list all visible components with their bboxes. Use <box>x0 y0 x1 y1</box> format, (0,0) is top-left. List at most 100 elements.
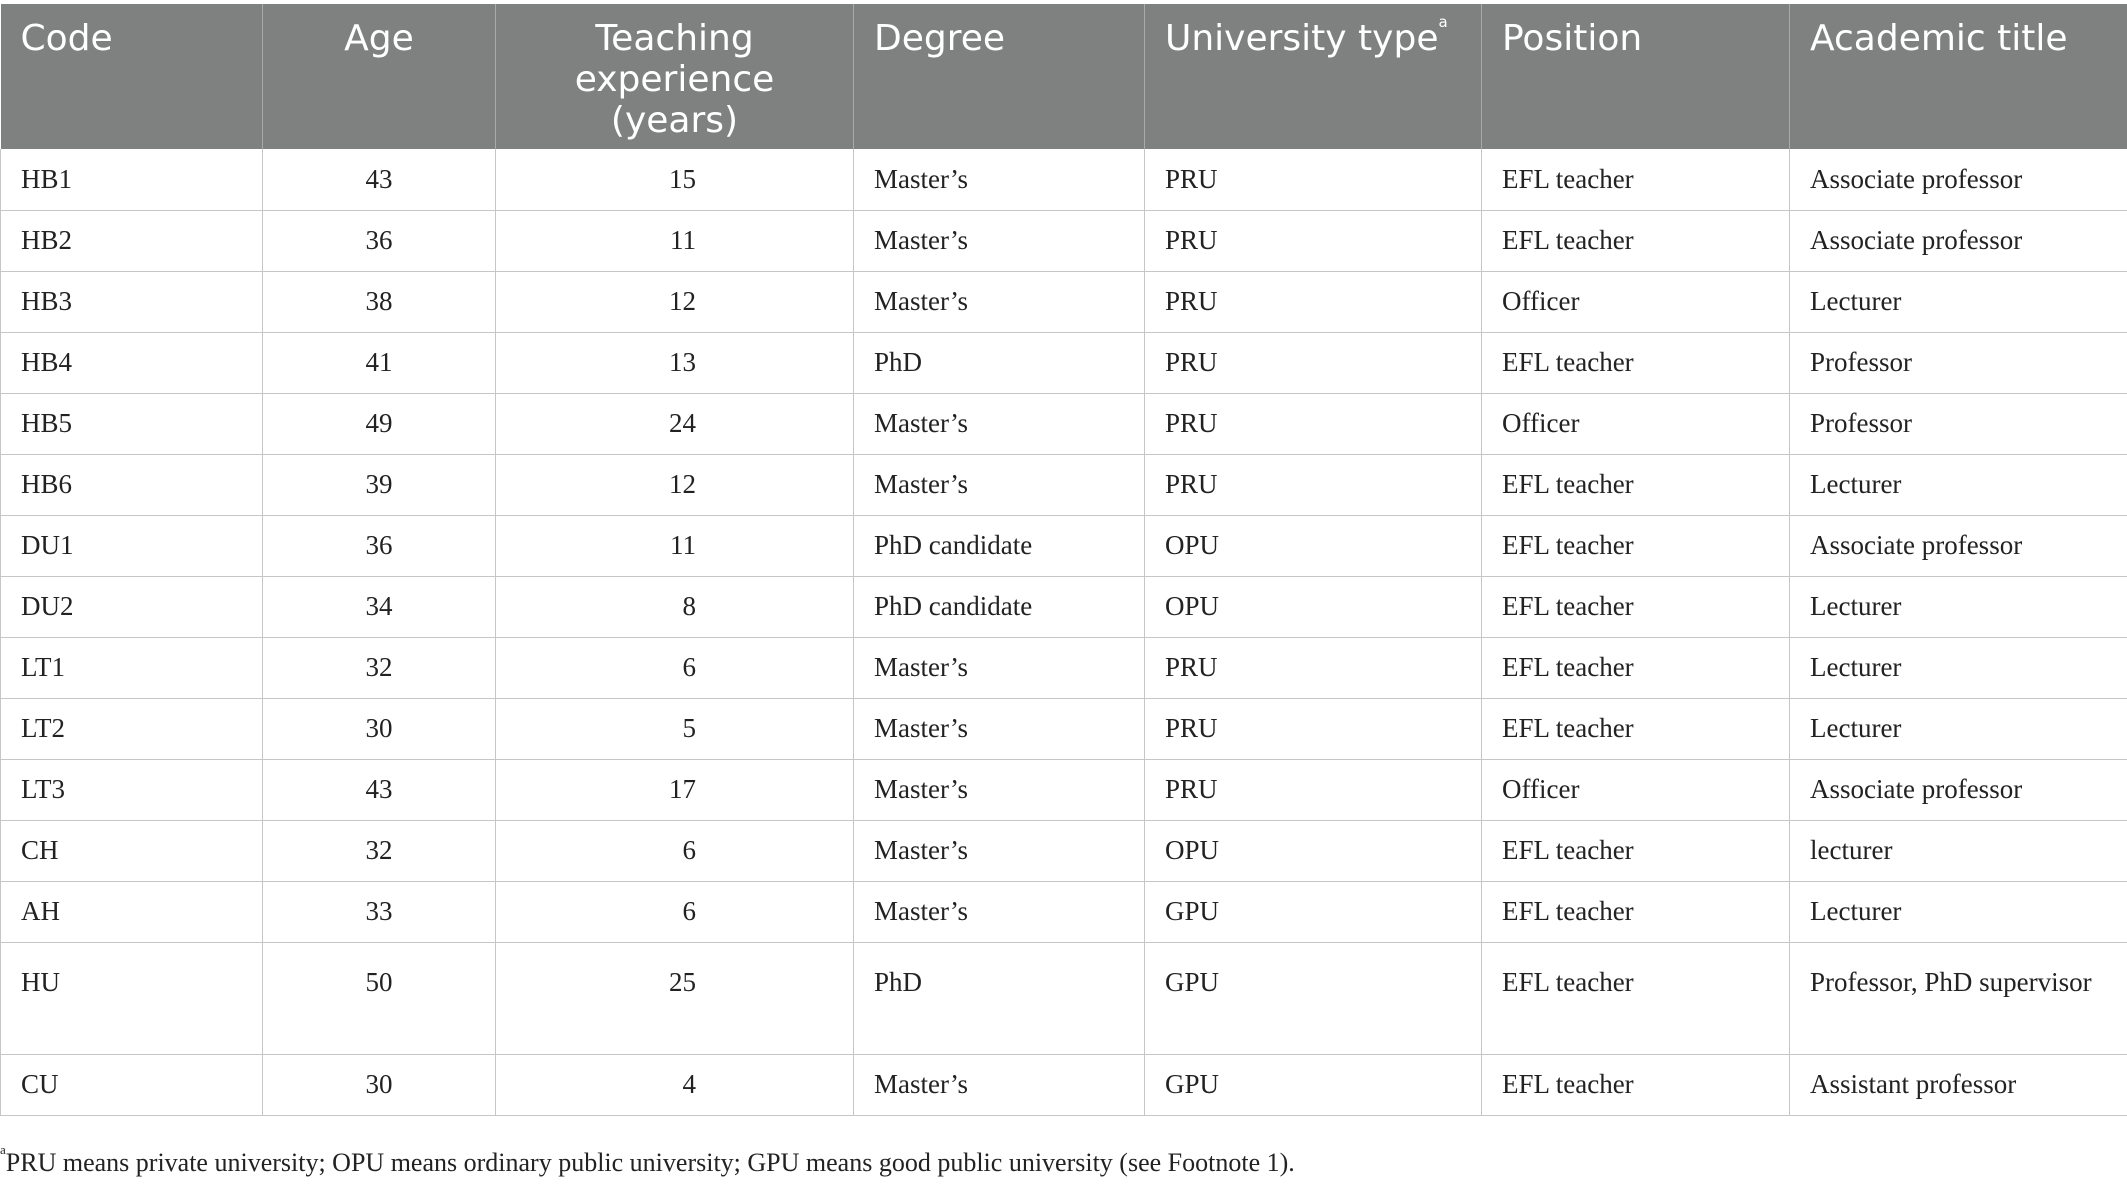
cell-teaching-experience: 6 <box>495 880 854 943</box>
cell-teaching-experience: 11 <box>495 514 854 577</box>
cell-university-type: PRU <box>1144 453 1482 516</box>
cell-university-type: OPU <box>1144 819 1482 882</box>
cell-teaching-experience: 12 <box>495 270 854 333</box>
cell-age: 30 <box>262 1053 496 1116</box>
cell-degree: PhD candidate <box>853 514 1145 577</box>
cell-age: 33 <box>262 880 496 943</box>
cell-position: EFL teacher <box>1481 149 1790 211</box>
header-degree: Degree <box>853 4 1145 149</box>
cell-teaching-experience: 13 <box>495 331 854 394</box>
cell-code: HB5 <box>0 392 263 455</box>
table-row: LT1 32 6 Master’s PRU EFL teacher Lecturer <box>0 636 2127 699</box>
table-body: HB1 43 15 Master’s PRU EFL teacher Associate p… <box>0 149 2127 1116</box>
cell-position: EFL teacher <box>1481 331 1790 394</box>
cell-code: HB1 <box>0 149 263 211</box>
cell-code: CH <box>0 819 263 882</box>
cell-degree: Master’s <box>853 880 1145 943</box>
cell-academic-title: Lecturer <box>1789 636 2127 699</box>
cell-academic-title: Associate professor <box>1789 209 2127 272</box>
cell-university-type: PRU <box>1144 697 1482 760</box>
cell-age: 43 <box>262 149 496 211</box>
cell-academic-title: Lecturer <box>1789 697 2127 760</box>
footnote-marker: a <box>1438 13 1448 31</box>
cell-degree: Master’s <box>853 270 1145 333</box>
cell-academic-title: Professor, PhD supervisor <box>1789 941 2127 1055</box>
cell-position: EFL teacher <box>1481 880 1790 943</box>
cell-code: HU <box>0 941 263 1055</box>
cell-position: EFL teacher <box>1481 819 1790 882</box>
cell-academic-title: Lecturer <box>1789 575 2127 638</box>
footnote-marker: a <box>0 1142 6 1157</box>
header-university-type: University typea <box>1144 4 1482 149</box>
cell-university-type: PRU <box>1144 331 1482 394</box>
cell-teaching-experience: 8 <box>495 575 854 638</box>
cell-degree: PhD <box>853 331 1145 394</box>
header-teaching-experience: Teaching experience (years) <box>495 4 854 149</box>
footnote-text: PRU means private university; OPU means … <box>5 1148 1295 1177</box>
table-footnote: aPRU means private university; OPU means… <box>0 1143 1295 1178</box>
cell-age: 49 <box>262 392 496 455</box>
cell-university-type: PRU <box>1144 270 1482 333</box>
cell-code: HB6 <box>0 453 263 516</box>
cell-age: 43 <box>262 758 496 821</box>
cell-position: Officer <box>1481 758 1790 821</box>
table-row: HB3 38 12 Master’s PRU Officer Lecturer <box>0 270 2127 333</box>
cell-teaching-experience: 5 <box>495 697 854 760</box>
cell-university-type: PRU <box>1144 392 1482 455</box>
cell-university-type: GPU <box>1144 880 1482 943</box>
cell-university-type: PRU <box>1144 758 1482 821</box>
table-row: HB4 41 13 PhD PRU EFL teacher Professor <box>0 331 2127 394</box>
table-row: CH 32 6 Master’s OPU EFL teacher lecturer <box>0 819 2127 882</box>
cell-code: LT1 <box>0 636 263 699</box>
cell-position: EFL teacher <box>1481 697 1790 760</box>
cell-university-type: PRU <box>1144 636 1482 699</box>
cell-degree: Master’s <box>853 392 1145 455</box>
cell-teaching-experience: 4 <box>495 1053 854 1116</box>
cell-position: Officer <box>1481 270 1790 333</box>
cell-degree: Master’s <box>853 149 1145 211</box>
cell-code: LT3 <box>0 758 263 821</box>
cell-university-type: PRU <box>1144 209 1482 272</box>
cell-code: AH <box>0 880 263 943</box>
table-row: CU 30 4 Master’s GPU EFL teacher Assistant pro… <box>0 1053 2127 1116</box>
cell-degree: Master’s <box>853 819 1145 882</box>
cell-university-type: OPU <box>1144 514 1482 577</box>
cell-age: 36 <box>262 514 496 577</box>
table-row: HU 50 25 PhD GPU EFL teacher Professor, PhD su… <box>0 941 2127 1055</box>
header-position: Position <box>1481 4 1790 149</box>
header-code: Code <box>0 4 263 149</box>
cell-position: Officer <box>1481 392 1790 455</box>
cell-academic-title: Professor <box>1789 331 2127 394</box>
cell-position: EFL teacher <box>1481 941 1790 1055</box>
cell-university-type: PRU <box>1144 149 1482 211</box>
cell-university-type: GPU <box>1144 1053 1482 1116</box>
cell-degree: Master’s <box>853 209 1145 272</box>
cell-university-type: GPU <box>1144 941 1482 1055</box>
cell-degree: Master’s <box>853 697 1145 760</box>
cell-academic-title: Lecturer <box>1789 880 2127 943</box>
cell-age: 32 <box>262 819 496 882</box>
header-age: Age <box>262 4 496 149</box>
cell-code: HB2 <box>0 209 263 272</box>
cell-academic-title: Lecturer <box>1789 453 2127 516</box>
cell-academic-title: Professor <box>1789 392 2127 455</box>
cell-age: 34 <box>262 575 496 638</box>
cell-degree: PhD <box>853 941 1145 1055</box>
table-row: LT2 30 5 Master’s PRU EFL teacher Lecturer <box>0 697 2127 760</box>
cell-age: 39 <box>262 453 496 516</box>
cell-code: HB4 <box>0 331 263 394</box>
table-row: LT3 43 17 Master’s PRU Officer Associate profe… <box>0 758 2127 821</box>
cell-teaching-experience: 25 <box>495 941 854 1055</box>
cell-academic-title: Assistant professor <box>1789 1053 2127 1116</box>
cell-age: 30 <box>262 697 496 760</box>
participants-table: Code Age Teaching experience (years) Deg… <box>0 4 2127 1116</box>
header-row: Code Age Teaching experience (years) Deg… <box>0 4 2127 149</box>
cell-academic-title: lecturer <box>1789 819 2127 882</box>
table-row: AH 33 6 Master’s GPU EFL teacher Lecturer <box>0 880 2127 943</box>
table-row: HB6 39 12 Master’s PRU EFL teacher Lecturer <box>0 453 2127 516</box>
cell-university-type: OPU <box>1144 575 1482 638</box>
cell-age: 41 <box>262 331 496 394</box>
cell-age: 50 <box>262 941 496 1055</box>
table-row: HB1 43 15 Master’s PRU EFL teacher Associate p… <box>0 149 2127 211</box>
cell-position: EFL teacher <box>1481 1053 1790 1116</box>
